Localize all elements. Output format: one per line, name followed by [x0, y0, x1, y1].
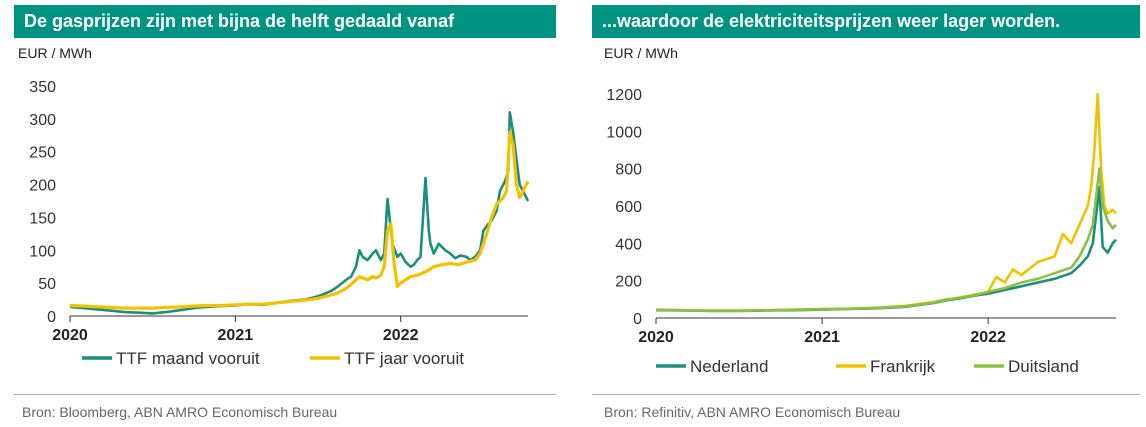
legend-label: Frankrijk [870, 357, 936, 376]
legend-label: Nederland [690, 357, 768, 376]
x-tick-label: 2020 [638, 329, 674, 346]
y-tick-label: 150 [29, 210, 56, 227]
series-line-frankrijk [655, 92, 1117, 312]
y-tick-label: 800 [615, 162, 642, 179]
y-tick-label: 350 [29, 79, 56, 96]
legend-label: Duitsland [1008, 357, 1079, 376]
chart-title: ...waardoor de elektriciteitsprijzen wee… [592, 5, 1140, 38]
y-tick-label: 50 [38, 276, 56, 293]
gas-price-chart-panel: De gasprijzen zijn met bijna de helft ge… [0, 0, 560, 427]
x-tick-label: 2021 [804, 329, 840, 346]
y-tick-label: 600 [615, 199, 642, 216]
legend-label: TTF maand vooruit [116, 349, 260, 368]
source-divider [592, 394, 1140, 395]
source-note: Bron: Refinitiv, ABN AMRO Economisch Bur… [604, 404, 901, 420]
y-tick-label: 250 [29, 145, 56, 162]
legend-label: TTF jaar vooruit [344, 349, 464, 368]
y-tick-label: 0 [633, 311, 642, 328]
x-tick-label: 2022 [383, 327, 419, 344]
y-tick-label: 0 [47, 309, 56, 326]
y-tick-label: 300 [29, 112, 56, 129]
source-note: Bron: Bloomberg, ABN AMRO Economisch Bur… [22, 404, 338, 420]
x-tick-label: 2022 [970, 329, 1006, 346]
y-tick-label: 1000 [606, 124, 642, 141]
series-line-nederland [655, 186, 1117, 313]
y-tick-label: 200 [615, 274, 642, 291]
y-tick-label: 200 [29, 178, 56, 195]
x-tick-label: 2021 [218, 327, 254, 344]
series-line-ttf-maand-vooruit [69, 111, 530, 315]
x-tick-label: 2020 [52, 327, 88, 344]
y-axis-unit-label: EUR / MWh [18, 45, 92, 61]
y-tick-label: 100 [29, 243, 56, 260]
y-tick-label: 1200 [606, 87, 642, 104]
gas-price-line-chart: 0 50 100 150 200 250 300 350 2020 2021 2022 TTF maa… [29, 79, 530, 368]
chart-title: De gasprijzen zijn met bijna de helft ge… [14, 5, 556, 38]
electricity-price-chart-panel: ...waardoor de elektriciteitsprijzen wee… [586, 0, 1146, 427]
electricity-price-line-chart: 0 200 400 600 800 1000 1200 2020 2021 2022 Nederla… [606, 87, 1117, 376]
y-axis-unit-label: EUR / MWh [604, 45, 678, 61]
series-line-duitsland [655, 167, 1117, 313]
y-tick-label: 400 [615, 236, 642, 253]
source-divider [14, 394, 556, 395]
series-line-ttf-jaar-vooruit [69, 130, 530, 310]
